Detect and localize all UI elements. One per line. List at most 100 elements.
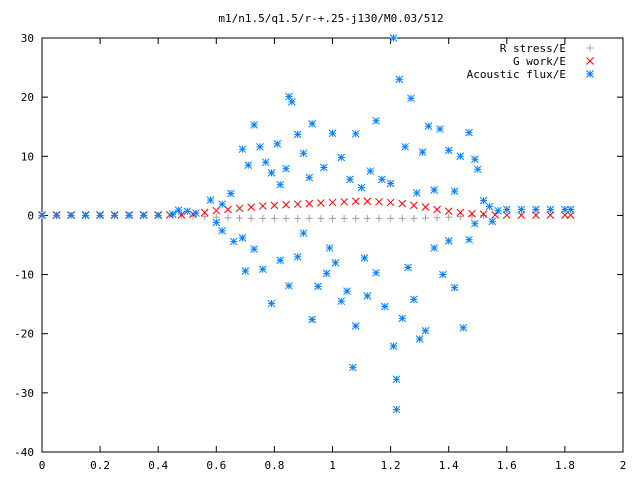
x-tick-label: 1 — [329, 459, 336, 472]
data-point — [270, 201, 279, 210]
data-point — [270, 214, 278, 222]
y-tick-label: -10 — [14, 269, 34, 282]
data-point — [241, 267, 250, 275]
data-point — [183, 207, 192, 216]
legend-label: G work/E — [513, 55, 566, 68]
data-point — [517, 211, 526, 219]
data-point — [398, 314, 407, 323]
data-point — [494, 206, 502, 215]
data-point — [343, 287, 351, 295]
data-point — [439, 270, 447, 279]
data-point — [235, 204, 244, 213]
data-point — [473, 165, 482, 174]
data-point — [421, 326, 430, 335]
data-point — [360, 254, 369, 262]
data-point — [378, 175, 386, 184]
data-point — [421, 203, 430, 212]
data-point — [366, 167, 375, 175]
data-point — [236, 214, 244, 222]
data-point — [412, 189, 421, 197]
data-point — [267, 299, 276, 308]
data-point — [375, 197, 383, 206]
data-point — [238, 145, 247, 154]
data-point — [470, 155, 479, 164]
data-point — [389, 342, 398, 350]
data-point — [456, 152, 465, 161]
data-point — [357, 183, 366, 192]
y-tick-label: -30 — [14, 387, 34, 400]
data-point — [110, 211, 119, 220]
data-point — [485, 202, 494, 211]
data-point — [456, 213, 464, 221]
legend-marker — [586, 57, 594, 65]
data-point — [465, 235, 473, 244]
data-point — [244, 161, 253, 170]
x-tick-label: 0 — [39, 459, 46, 472]
data-point — [351, 322, 360, 330]
legend-marker — [586, 70, 594, 78]
data-point — [468, 209, 476, 218]
data-point — [299, 229, 308, 238]
data-point — [229, 237, 238, 246]
data-point — [348, 363, 357, 372]
x-tick-label: 1.2 — [381, 459, 401, 472]
data-point — [314, 282, 322, 291]
data-point — [96, 211, 104, 220]
data-point — [386, 198, 395, 207]
data-point — [267, 168, 276, 177]
axis-layer: 0 0.2 0.4 0.6 0.8 1 1.2 1.4 1.6 1.8 2 -40 -30 -20 -10 0… — [14, 32, 626, 472]
data-point — [282, 200, 290, 209]
data-point — [305, 199, 314, 208]
data-point — [407, 94, 415, 103]
y-tick-label: -40 — [14, 446, 34, 459]
y-tick-label: 20 — [21, 91, 34, 104]
x-tick-label: 0.2 — [90, 459, 110, 472]
data-point — [168, 210, 177, 219]
data-point — [261, 158, 270, 167]
data-point — [259, 214, 267, 222]
data-point — [392, 405, 401, 414]
data-point — [387, 214, 395, 222]
x-tick-label: 0.8 — [264, 459, 284, 472]
data-point — [165, 210, 174, 219]
data-point — [401, 142, 409, 151]
data-point — [380, 302, 389, 311]
data-point — [433, 205, 441, 214]
data-point — [531, 211, 540, 219]
data-point — [340, 214, 348, 222]
data-point — [52, 211, 61, 220]
data-point — [226, 189, 235, 198]
data-point — [491, 210, 500, 219]
data-point — [125, 211, 134, 220]
data-point — [372, 116, 380, 125]
data-point — [488, 217, 497, 226]
data-point — [218, 200, 226, 209]
data-point — [331, 258, 340, 267]
data-point — [351, 197, 360, 206]
data-point — [247, 203, 256, 212]
data-point — [293, 130, 302, 139]
data-point — [363, 292, 372, 300]
data-point — [459, 323, 468, 332]
data-point — [224, 214, 232, 222]
data-point — [392, 375, 401, 384]
data-point — [299, 149, 308, 158]
data-point — [177, 210, 186, 219]
data-point — [375, 214, 383, 222]
data-point — [154, 211, 163, 220]
data-point — [465, 128, 473, 137]
data-point — [502, 211, 511, 219]
data-point — [293, 252, 302, 261]
data-point — [410, 214, 418, 222]
data-point — [325, 244, 334, 252]
data-point — [305, 173, 314, 182]
data-point — [351, 129, 360, 138]
data-point — [285, 281, 293, 290]
data-point — [502, 205, 511, 214]
data-point — [294, 214, 302, 222]
data-point — [409, 295, 418, 304]
data-point — [418, 148, 427, 156]
data-point — [566, 205, 575, 214]
data-point — [517, 205, 526, 214]
